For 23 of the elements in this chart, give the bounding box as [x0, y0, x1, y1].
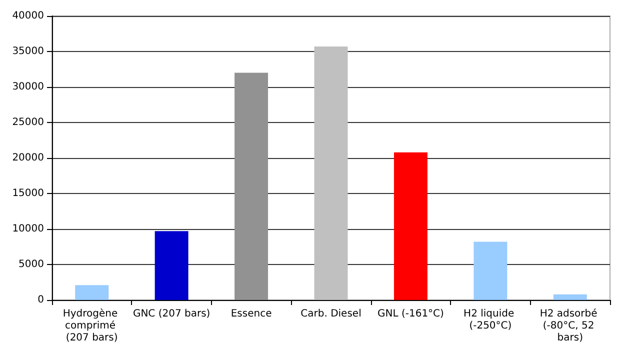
bar — [75, 285, 109, 300]
y-tick-label: 40000 — [12, 10, 44, 22]
y-tick-label: 35000 — [12, 46, 44, 57]
y-tick-label: 0 — [38, 294, 44, 306]
bar — [154, 231, 188, 300]
x-tick-label: GNL (-161°C) — [377, 308, 444, 320]
y-tick-label: 20000 — [12, 152, 44, 164]
bar — [234, 72, 268, 300]
bar — [553, 294, 587, 300]
x-tick-label: Hydrogène comprimé (207 bars) — [62, 308, 121, 344]
x-tick-label: H2 adsorbé (-80°C, 52 bars) — [540, 308, 600, 344]
y-tick-label: 10000 — [12, 224, 44, 234]
bar — [314, 46, 348, 300]
bar — [394, 152, 428, 300]
x-tick-label: GNC (207 bars) — [132, 308, 210, 320]
y-tick-label: 5000 — [18, 259, 44, 270]
y-tick-label: 15000 — [12, 188, 44, 199]
x-tick-label: Essence — [230, 308, 272, 320]
x-tick-label: H2 liquide (-250°C) — [464, 308, 518, 332]
y-tick-label: 30000 — [12, 82, 44, 92]
x-tick-label: Carb. Diesel — [300, 308, 362, 320]
y-tick-label: 25000 — [12, 117, 44, 128]
bar — [474, 242, 508, 300]
